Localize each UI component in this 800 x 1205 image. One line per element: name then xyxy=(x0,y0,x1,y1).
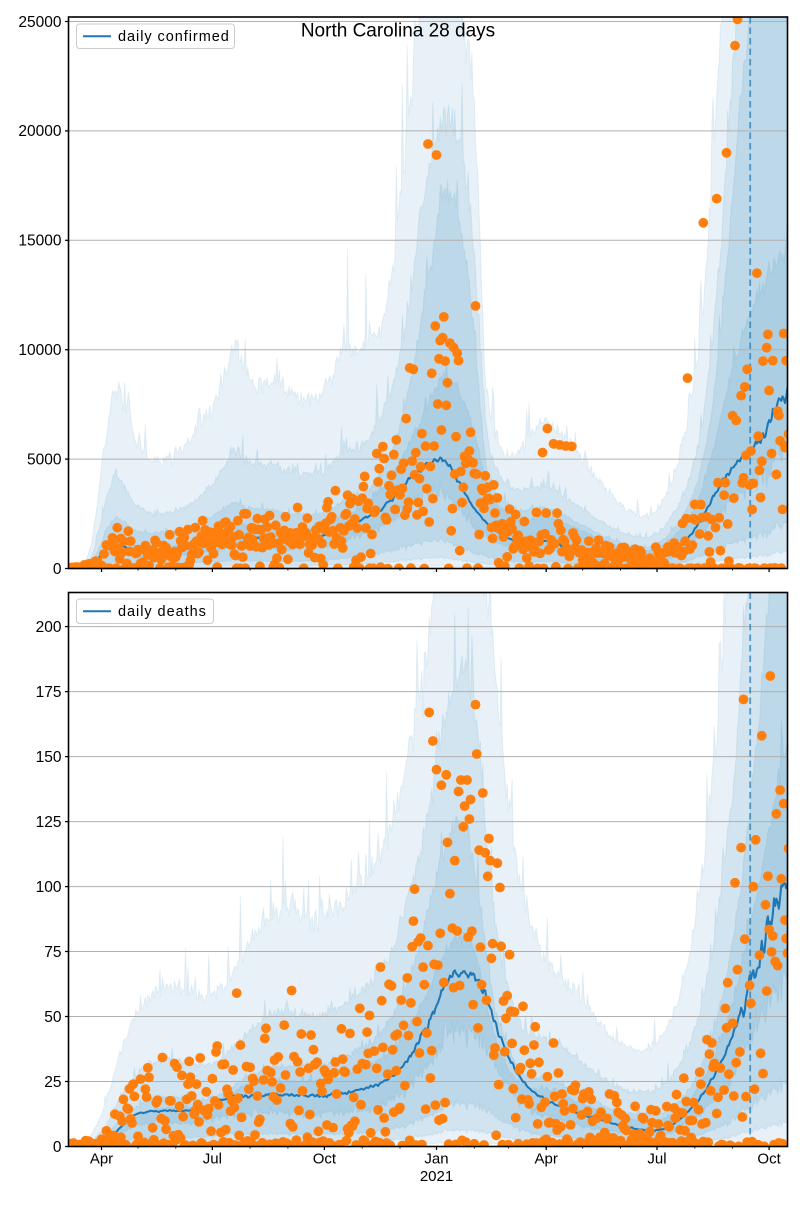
svg-text:25: 25 xyxy=(44,1074,61,1091)
svg-text:Apr: Apr xyxy=(535,1151,558,1168)
svg-text:125: 125 xyxy=(36,814,62,831)
svg-text:Jul: Jul xyxy=(647,1151,666,1168)
svg-text:0: 0 xyxy=(53,561,62,578)
svg-text:0: 0 xyxy=(53,1139,62,1156)
svg-text:daily deaths: daily deaths xyxy=(118,604,207,620)
svg-text:200: 200 xyxy=(36,619,62,636)
svg-text:15000: 15000 xyxy=(18,233,61,250)
svg-text:Jan: Jan xyxy=(424,1151,448,1168)
svg-text:5000: 5000 xyxy=(27,451,62,468)
svg-text:50: 50 xyxy=(44,1009,62,1026)
svg-text:75: 75 xyxy=(44,944,61,961)
svg-text:Apr: Apr xyxy=(90,1151,113,1168)
svg-text:daily confirmed: daily confirmed xyxy=(118,29,230,45)
svg-text:Oct: Oct xyxy=(313,1151,337,1168)
svg-text:2021: 2021 xyxy=(420,1168,453,1185)
svg-text:175: 175 xyxy=(36,684,62,701)
svg-text:Oct: Oct xyxy=(757,1151,781,1168)
svg-text:150: 150 xyxy=(36,749,62,766)
svg-text:North Carolina 28 days: North Carolina 28 days xyxy=(301,21,495,42)
svg-text:100: 100 xyxy=(36,879,62,896)
svg-text:10000: 10000 xyxy=(18,342,61,359)
svg-text:Jul: Jul xyxy=(203,1151,222,1168)
svg-text:25000: 25000 xyxy=(18,14,61,31)
svg-text:20000: 20000 xyxy=(18,123,61,140)
